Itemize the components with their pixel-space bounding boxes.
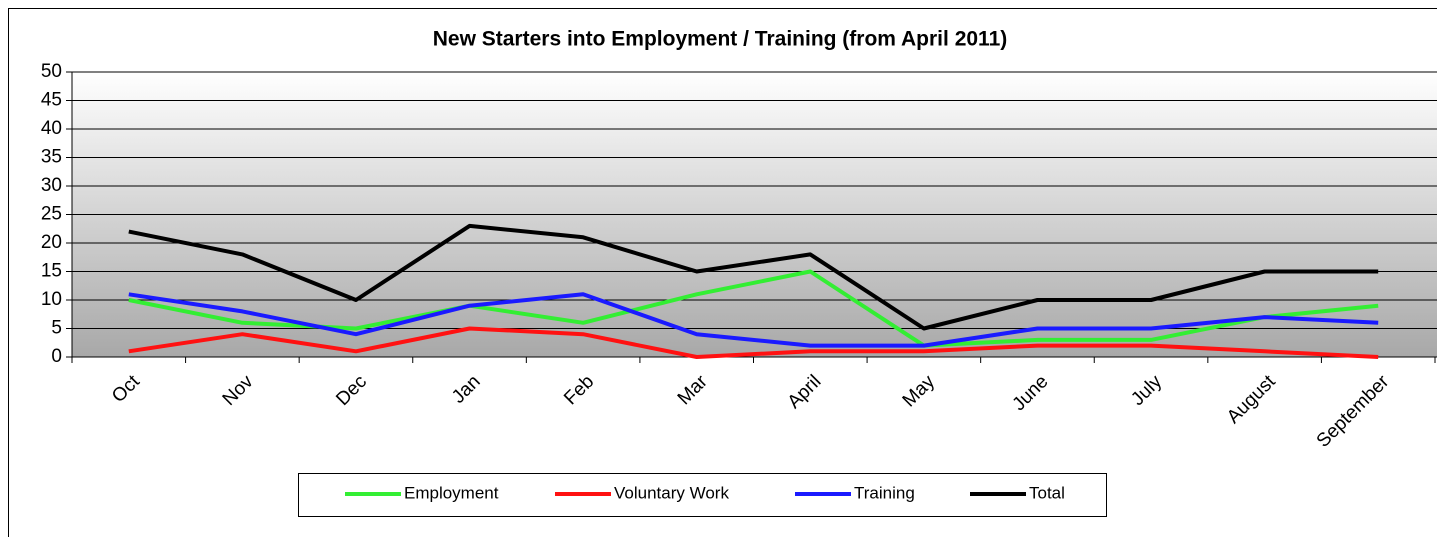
legend-label: Total xyxy=(1029,483,1065,502)
y-tick-label: 0 xyxy=(51,346,62,367)
y-tick-label: 10 xyxy=(41,289,62,310)
legend-label: Voluntary Work xyxy=(614,483,729,502)
y-tick-label: 20 xyxy=(41,232,62,253)
y-tick-label: 40 xyxy=(41,118,62,139)
y-tick-label: 30 xyxy=(41,175,62,196)
y-tick-label: 25 xyxy=(41,204,62,225)
series-line xyxy=(128,292,1379,348)
legend-label: Training xyxy=(854,483,915,502)
y-tick-label: 5 xyxy=(51,318,62,339)
series-line xyxy=(128,223,1379,331)
series-line xyxy=(128,269,1379,348)
y-tick-label: 50 xyxy=(41,61,62,82)
series-line xyxy=(128,326,1379,359)
chart-title: New Starters into Employment / Training … xyxy=(433,28,1008,51)
legend-label: Employment xyxy=(404,483,499,502)
y-tick-label: 15 xyxy=(41,261,62,282)
y-tick-label: 35 xyxy=(41,147,62,168)
y-tick-label: 45 xyxy=(41,90,62,111)
